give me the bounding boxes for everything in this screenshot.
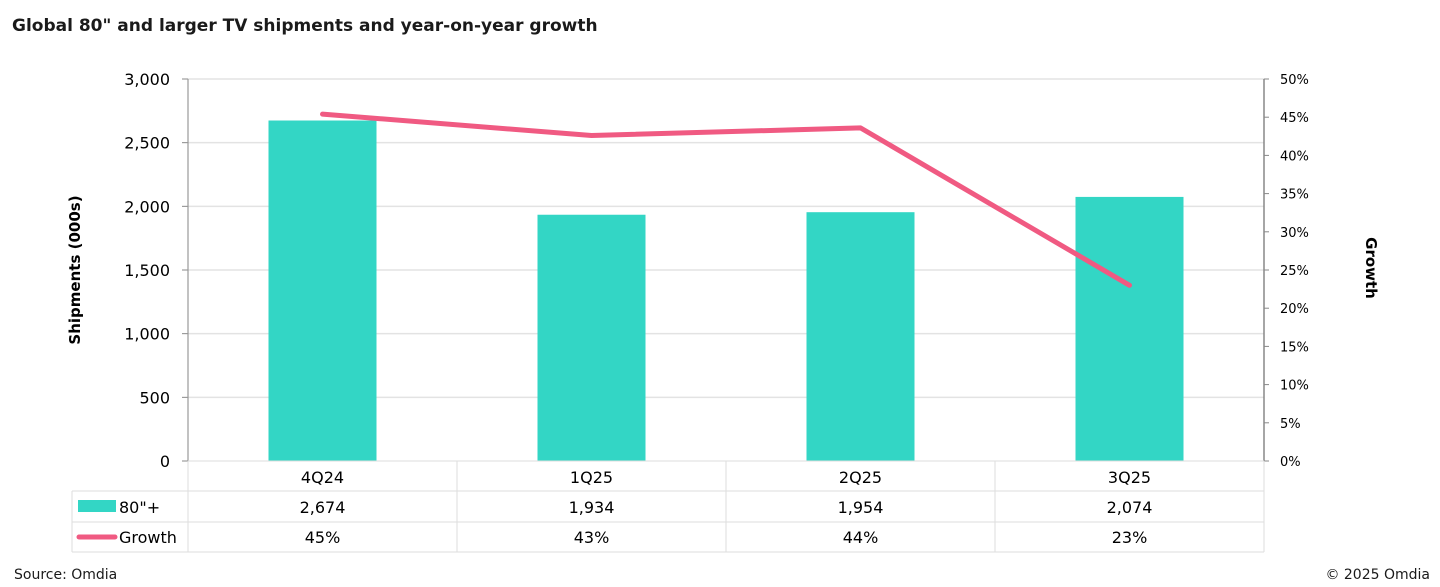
growth-data-label: 44% bbox=[843, 528, 879, 547]
bar-data-label: 1,954 bbox=[838, 498, 884, 517]
growth-data-label: 43% bbox=[574, 528, 610, 547]
y-tick-label: 1,000 bbox=[124, 325, 170, 344]
growth-data-label: 45% bbox=[305, 528, 341, 547]
x-category-label: 3Q25 bbox=[1108, 468, 1151, 487]
growth-data-label: 23% bbox=[1112, 528, 1148, 547]
y2-tick-label: 50% bbox=[1280, 73, 1309, 88]
y2-tick-label: 20% bbox=[1280, 302, 1309, 317]
y-tick-label: 500 bbox=[139, 388, 170, 407]
y2-tick-label: 15% bbox=[1280, 340, 1309, 355]
x-category-label: 2Q25 bbox=[839, 468, 882, 487]
bar-3q25 bbox=[1075, 196, 1184, 462]
bar-4q24 bbox=[268, 120, 377, 461]
y-tick-label: 2,000 bbox=[124, 197, 170, 216]
source-note: Source: Omdia bbox=[14, 567, 118, 583]
bar-data-label: 2,074 bbox=[1107, 498, 1153, 517]
x-category-label: 4Q24 bbox=[301, 468, 344, 487]
bar-data-label: 2,674 bbox=[300, 498, 346, 517]
y2-tick-label: 45% bbox=[1280, 111, 1309, 126]
legend-swatch-bar bbox=[78, 500, 116, 512]
y-tick-label: 0 bbox=[160, 452, 170, 471]
legend-label-bar: 80"+ bbox=[119, 498, 160, 517]
y2-tick-label: 0% bbox=[1280, 455, 1301, 470]
chart-title: Global 80" and larger TV shipments and y… bbox=[12, 16, 598, 36]
y2-tick-label: 5% bbox=[1280, 417, 1301, 432]
x-category-label: 1Q25 bbox=[570, 468, 613, 487]
y2-tick-label: 35% bbox=[1280, 188, 1309, 203]
y2-tick-label: 10% bbox=[1280, 379, 1309, 394]
growth-line bbox=[320, 111, 1132, 288]
y2-tick-label: 30% bbox=[1280, 226, 1309, 241]
y-axis-label: Shipments (000s) bbox=[66, 195, 84, 344]
bar-2q25 bbox=[806, 212, 915, 461]
y2-tick-label: 40% bbox=[1280, 149, 1309, 164]
y2-tick-label: 25% bbox=[1280, 264, 1309, 279]
copyright-note: © 2025 Omdia bbox=[1325, 567, 1430, 583]
bar-data-label: 1,934 bbox=[569, 498, 615, 517]
y-tick-label: 2,500 bbox=[124, 134, 170, 153]
y-tick-label: 3,000 bbox=[124, 70, 170, 89]
legend-label-line: Growth bbox=[119, 528, 177, 547]
y-tick-label: 1,500 bbox=[124, 261, 170, 280]
bar-1q25 bbox=[537, 214, 646, 461]
y2-axis-label: Growth bbox=[1362, 237, 1380, 299]
